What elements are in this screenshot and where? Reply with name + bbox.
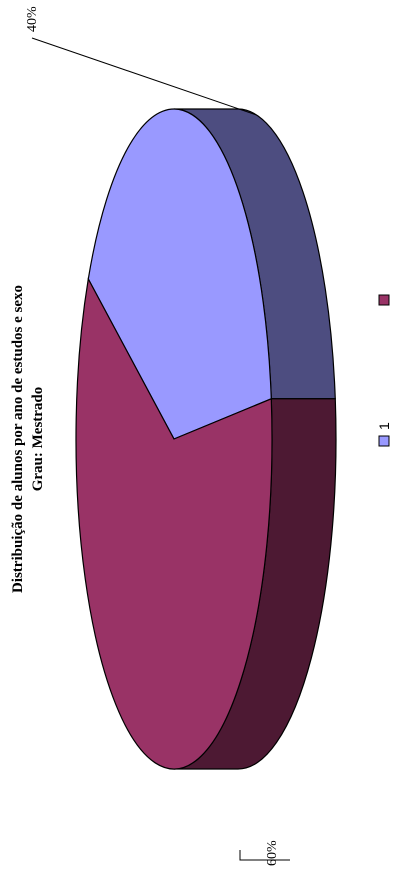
chart-subtitle: Grau: Mestrado: [30, 387, 46, 492]
leader-line-1: [31, 37, 257, 116]
legend-swatch-2: [378, 294, 390, 306]
data-label-1: 40%: [25, 6, 40, 32]
legend-label-1: 1: [376, 422, 392, 430]
data-labels: 40% 60%: [25, 6, 290, 866]
chart-title: Distribuição de alunos por ano de estudo…: [10, 285, 26, 593]
pie-slice-2: [75, 277, 273, 770]
pie-plot: [75, 108, 337, 770]
legend: 1: [376, 294, 392, 447]
chart-title-group: Distribuição de alunos por ano de estudo…: [10, 285, 46, 593]
legend-swatch-1: [378, 435, 390, 447]
leader-line-2: [239, 850, 290, 861]
pie-slice-1: [87, 108, 272, 440]
data-label-2: 60%: [265, 840, 280, 866]
